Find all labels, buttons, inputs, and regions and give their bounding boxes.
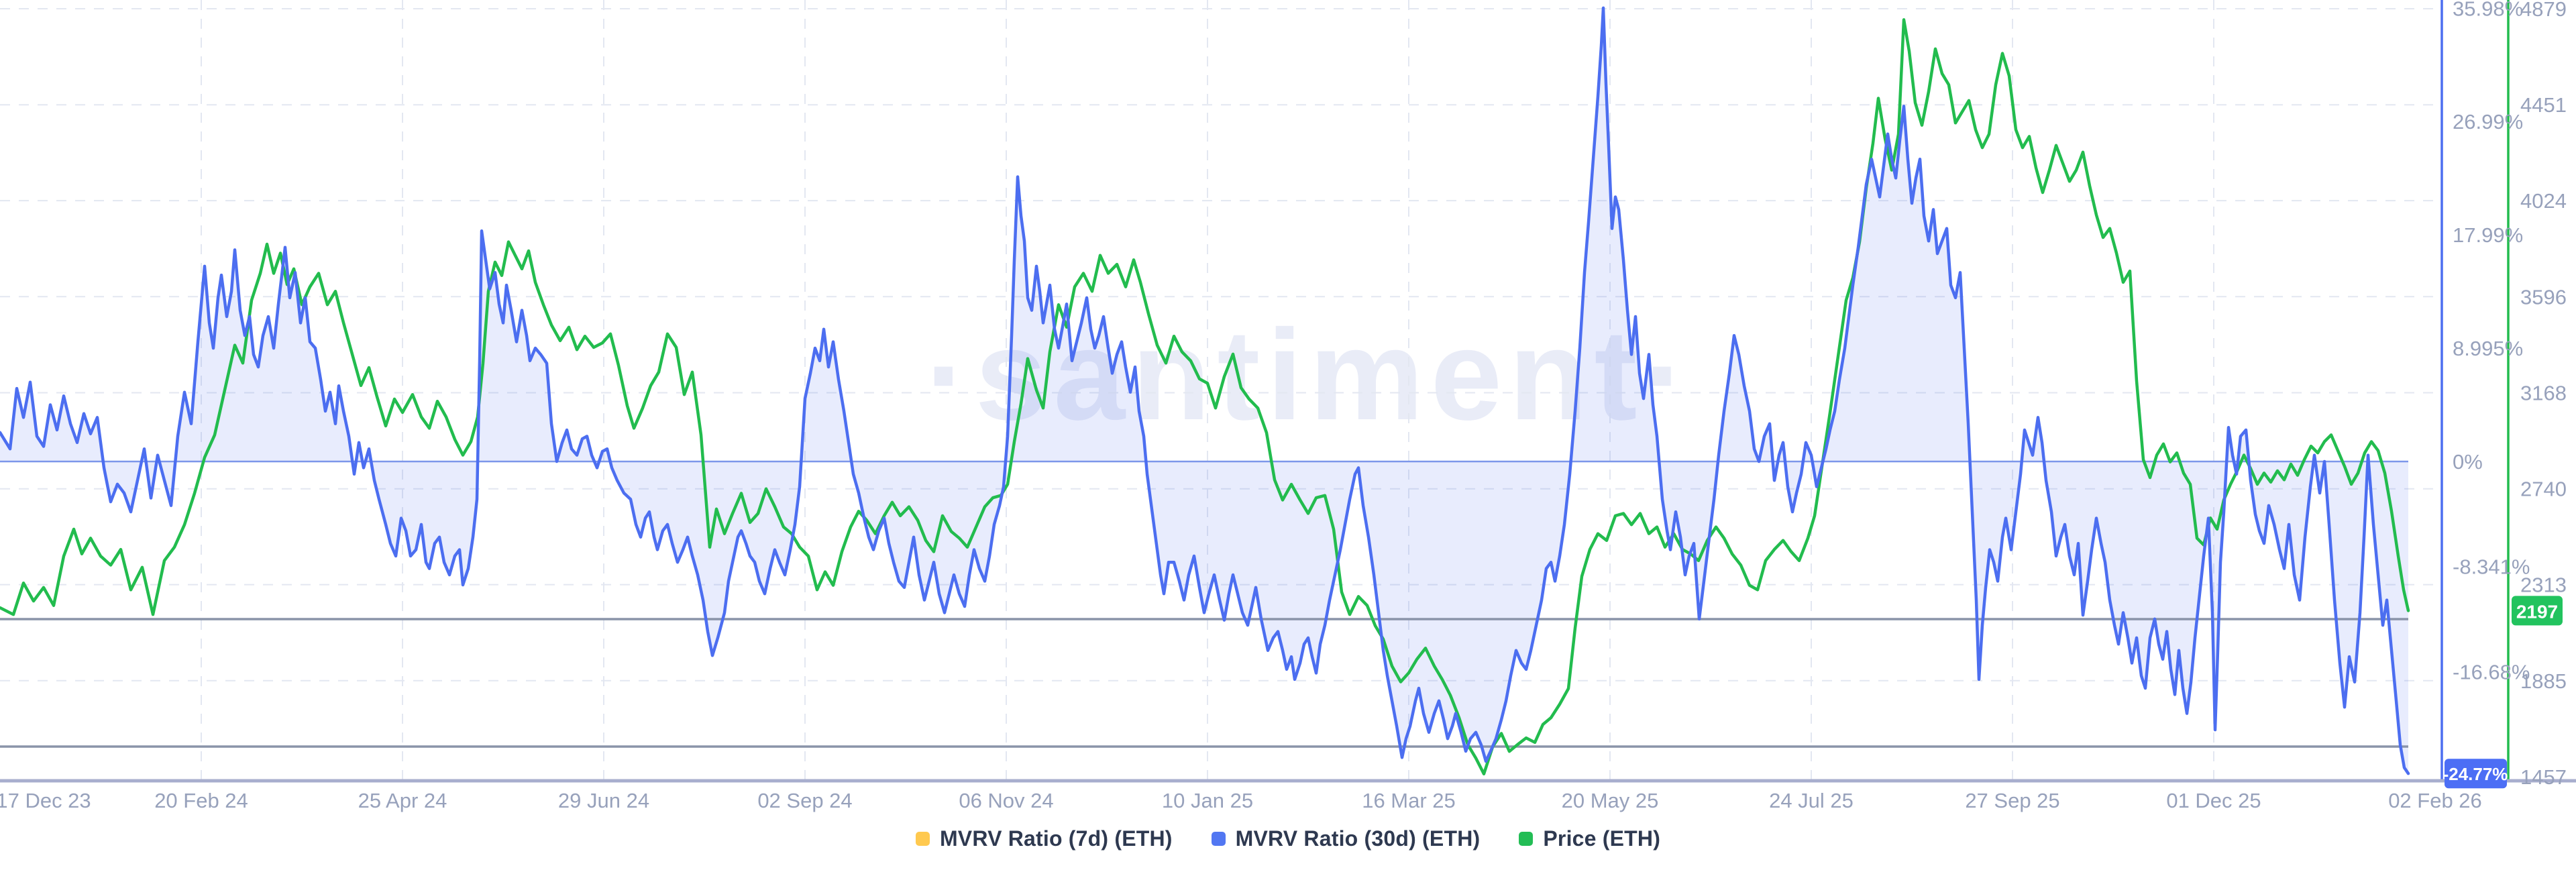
price-axis-tick: 4024 — [2520, 189, 2567, 213]
svg-text:-24.77%: -24.77% — [2443, 764, 2508, 784]
mvrv-30d-series-line — [0, 6, 2410, 775]
date-axis-tick: 24 Jul 25 — [1769, 789, 1854, 812]
price-axis-tick: 4879 — [2520, 0, 2567, 21]
date-axis-tick: 01 Dec 25 — [2166, 789, 2261, 812]
mvrv30d-last-value-badge: -24.77% — [2443, 759, 2508, 789]
legend-label-price: Price (ETH) — [1543, 826, 1661, 851]
date-axis-tick: 02 Feb 26 — [2388, 789, 2482, 812]
price-axis-tick: 2313 — [2520, 574, 2567, 597]
legend-label-mvrv-30d: MVRV Ratio (30d) (ETH) — [1235, 826, 1481, 851]
date-axis-tick: 20 May 25 — [1562, 789, 1659, 812]
price-last-value-badge: 2197 — [2512, 596, 2563, 626]
date-axis-tick: 29 Jun 24 — [558, 789, 649, 812]
price-axis-tick: 3168 — [2520, 382, 2567, 405]
price-axis-tick: 1885 — [2520, 669, 2567, 693]
date-axis-tick: 10 Jan 25 — [1162, 789, 1253, 812]
price-axis-tick: 4451 — [2520, 93, 2567, 117]
pct-axis-tick: 17.99% — [2453, 223, 2523, 247]
price-axis-tick: 1457 — [2520, 765, 2567, 789]
pct-axis-tick: -8.341% — [2453, 555, 2530, 579]
date-axis-tick: 20 Feb 24 — [154, 789, 248, 812]
price-swatch-icon — [1519, 832, 1534, 846]
pct-axis-tick: 8.995% — [2453, 337, 2523, 360]
pct-axis-tick: 0% — [2453, 450, 2483, 474]
legend-label-mvrv-7d: MVRV Ratio (7d) (ETH) — [939, 826, 1173, 851]
price-axis-tick: 2740 — [2520, 478, 2567, 501]
date-axis-tick: 17 Dec 23 — [0, 789, 91, 812]
date-axis-tick: 06 Nov 24 — [959, 789, 1053, 812]
chart-legend: MVRV Ratio (7d) (ETH) MVRV Ratio (30d) (… — [0, 826, 2576, 851]
pct-axis-tick: 35.98% — [2453, 0, 2523, 20]
date-axis-tick: 16 Mar 25 — [1362, 789, 1456, 812]
pct-axis-tick: 26.99% — [2453, 110, 2523, 133]
legend-item-mvrv-30d[interactable]: MVRV Ratio (30d) (ETH) — [1211, 826, 1481, 851]
date-axis-tick: 25 Apr 24 — [358, 789, 447, 812]
price-series-line — [0, 18, 2410, 775]
pct-axis-tick: -16.68% — [2453, 660, 2530, 684]
mvrv-30d-swatch-icon — [1211, 832, 1226, 846]
date-axis-tick: 02 Sep 24 — [757, 789, 852, 812]
mvrv-7d-swatch-icon — [915, 832, 930, 846]
price-axis-tick: 3596 — [2520, 285, 2567, 309]
legend-item-price[interactable]: Price (ETH) — [1519, 826, 1660, 851]
santiment-watermark: ·santiment· — [926, 303, 1694, 447]
legend-item-mvrv-7d[interactable]: MVRV Ratio (7d) (ETH) — [915, 826, 1173, 851]
date-axis-tick: 27 Sep 25 — [1965, 789, 2059, 812]
svg-text:2197: 2197 — [2516, 601, 2558, 622]
